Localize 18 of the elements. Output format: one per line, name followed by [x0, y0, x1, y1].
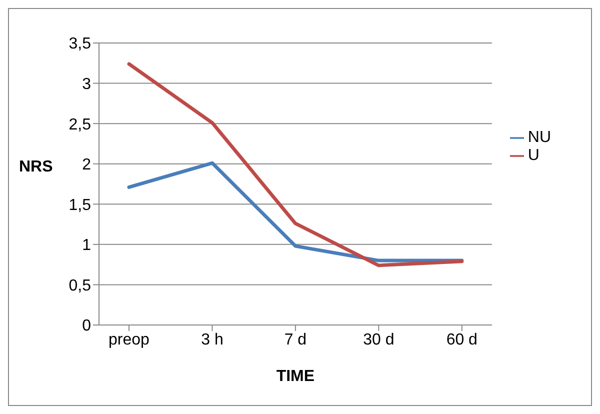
x-axis-title: TIME: [276, 368, 315, 385]
y-tick-label: 0: [82, 318, 92, 335]
line-series: [127, 62, 464, 268]
y-tick-label: 3: [82, 76, 92, 93]
legend-label: NU: [528, 129, 551, 146]
y-tick-label: 1: [82, 237, 92, 254]
y-tick-label: 1,5: [68, 196, 92, 214]
legend-label: U: [528, 147, 540, 164]
x-tick-label: 7 d: [284, 331, 307, 348]
y-tick-label: 0,5: [68, 277, 92, 294]
y-tick-label: 2: [82, 156, 92, 174]
x-tick-label: preop: [108, 331, 150, 348]
x-tick-label: 30 d: [363, 331, 394, 348]
y-axis-title: NRS: [19, 158, 54, 176]
x-tick-label: 60 d: [446, 331, 478, 348]
x-tick-label: 3 h: [201, 331, 224, 348]
y-tick-label: 3,5: [68, 36, 92, 53]
y-tick-label: 2,5: [68, 116, 92, 134]
